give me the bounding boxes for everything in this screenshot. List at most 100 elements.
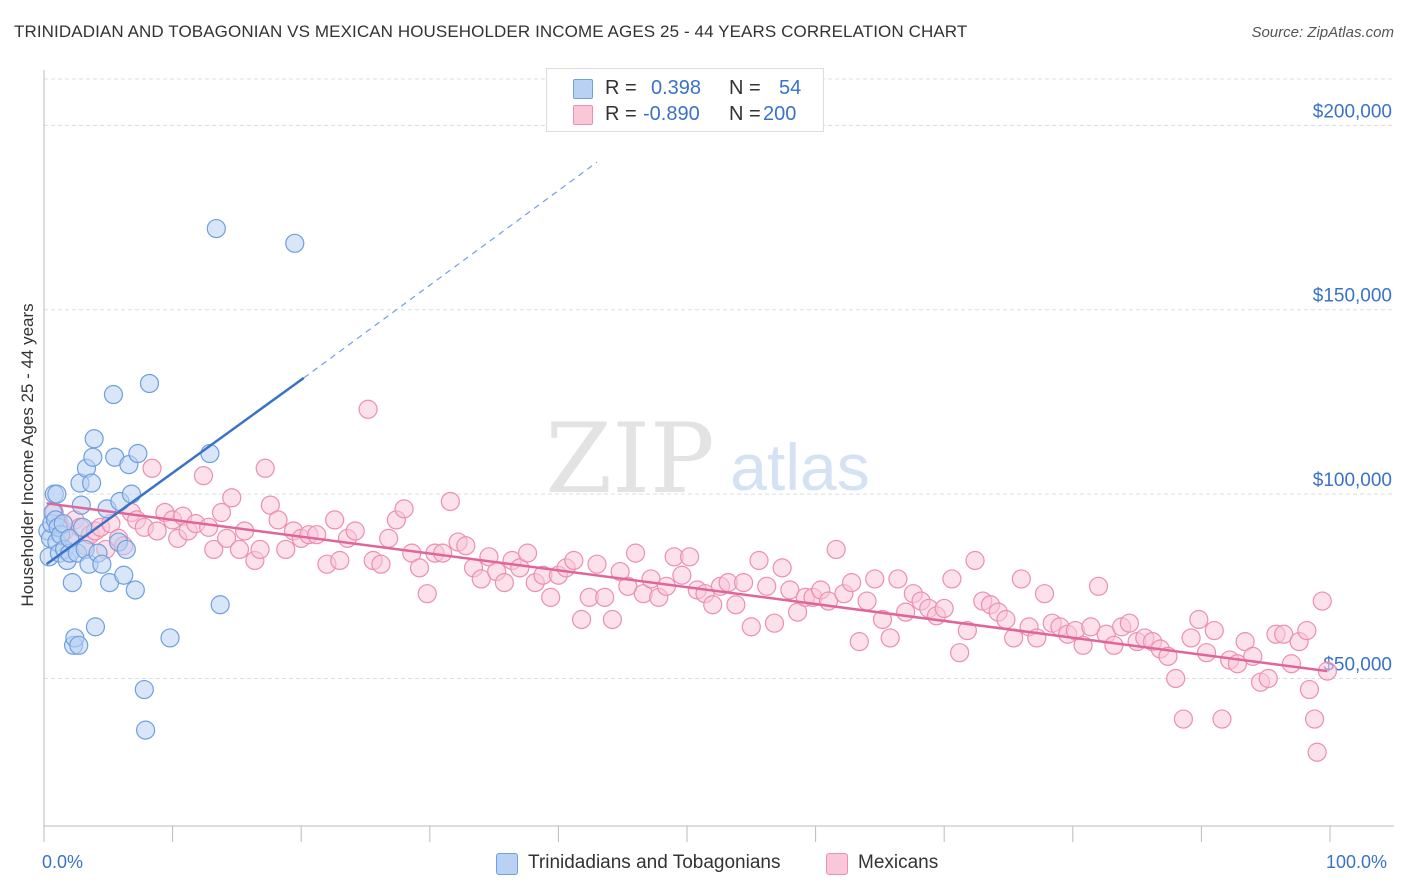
axes xyxy=(43,70,1394,842)
mexican-point xyxy=(255,458,275,478)
trinidadian-point xyxy=(84,429,104,449)
mexican-point xyxy=(1088,576,1109,596)
mexican-point xyxy=(1258,668,1278,689)
chart-title: TRINIDADIAN AND TOBAGONIAN VS MEXICAN HO… xyxy=(14,22,968,41)
trinidadian-point xyxy=(71,495,91,515)
mexican-point xyxy=(1166,668,1186,689)
mexican-point xyxy=(571,609,592,630)
mexican-point xyxy=(379,528,399,548)
mexican-point xyxy=(1312,591,1332,611)
mexican-point xyxy=(749,550,769,571)
mexican-point xyxy=(1235,632,1255,652)
trend-lines xyxy=(45,161,1328,673)
trinidadian-point xyxy=(210,595,230,615)
mexican-point xyxy=(679,547,700,567)
mexican-point xyxy=(1274,624,1294,644)
trinidadian-trend-extension xyxy=(303,161,598,379)
trinidadian-points xyxy=(38,218,305,740)
watermark: ZIP atlas xyxy=(545,403,869,515)
mexican-point xyxy=(1204,620,1224,641)
correlation-legend: R = 0.398 N = 54 R = -0.890 N = 200 xyxy=(546,68,824,132)
trinidadian-point xyxy=(285,233,305,253)
watermark-zip: ZIP xyxy=(545,403,714,515)
mexican-point xyxy=(1196,643,1217,663)
mexican-point xyxy=(204,539,224,560)
mexican-point xyxy=(618,576,638,596)
mexican-point xyxy=(1011,569,1031,589)
y-axis-label: Householder Income Ages 25 - 44 years xyxy=(18,303,37,607)
mexican-point xyxy=(222,488,242,508)
trinidadian-point xyxy=(125,580,145,600)
trinidadian-point xyxy=(81,473,102,493)
trinidadian-point xyxy=(121,484,142,504)
legend-n-label: N = xyxy=(729,103,761,125)
mexican-point xyxy=(433,543,453,563)
legend-label: Trinidadians and Tobagonians xyxy=(528,852,781,873)
mexican-point xyxy=(1281,654,1302,674)
mexican-point xyxy=(217,528,237,548)
mexican-point xyxy=(587,554,607,574)
mexican-point xyxy=(330,550,350,571)
trinidadian-point xyxy=(134,679,154,700)
mexican-point xyxy=(250,539,270,560)
mexican-point xyxy=(260,495,280,515)
trinidadian-trend-line xyxy=(45,376,305,566)
mexican-point xyxy=(849,632,869,652)
mexican-point xyxy=(1081,617,1101,637)
mexican-point xyxy=(268,510,288,530)
legend-r-value: -0.890 xyxy=(643,103,700,125)
trinidadian-point xyxy=(206,218,226,239)
mexican-point xyxy=(1181,628,1201,648)
mexican-point xyxy=(672,565,692,585)
mexican-point xyxy=(1307,742,1327,762)
trinidadian-point xyxy=(116,539,136,560)
mexican-point xyxy=(857,591,877,611)
x-tick-max: 100.0% xyxy=(1326,852,1388,872)
mexican-point xyxy=(741,617,761,637)
trinidadian-point xyxy=(103,384,124,405)
y-tick-label: $200,000 xyxy=(1313,101,1392,122)
legend-n-label: N = xyxy=(729,77,761,99)
mexican-point xyxy=(394,499,414,519)
source-label: Source: ZipAtlas.com xyxy=(1251,24,1394,41)
mexican-point xyxy=(703,595,723,615)
trinidadian-point xyxy=(114,565,134,585)
mexican-point xyxy=(764,613,785,633)
mexican-point xyxy=(934,598,954,619)
watermark-atlas: atlas xyxy=(730,430,869,504)
mexican-point xyxy=(211,502,232,523)
mexican-point xyxy=(1189,609,1209,630)
mexican-point xyxy=(564,550,584,571)
mexican-trend-line xyxy=(46,502,1328,673)
trinidadian-point xyxy=(69,635,89,655)
mexican-point xyxy=(965,550,985,571)
mexican-point xyxy=(276,539,296,560)
trinidadian-point xyxy=(135,720,156,740)
mexican-point xyxy=(996,609,1016,630)
trinidadian-point xyxy=(85,617,106,637)
trinidadian-point xyxy=(92,554,112,574)
mexican-point xyxy=(325,510,345,530)
mexican-point xyxy=(880,628,900,648)
trinidadian-point xyxy=(83,447,103,467)
mexican-point xyxy=(826,539,846,560)
legend-r-label: R = xyxy=(605,77,637,99)
y-tick-label: $100,000 xyxy=(1313,470,1392,491)
trinidadian-point xyxy=(128,443,148,464)
x-tick-min: 0.0% xyxy=(42,852,84,872)
trinidadian-point xyxy=(62,573,82,593)
legend-swatch-blue xyxy=(573,79,593,99)
mexican-point xyxy=(610,561,630,582)
mexican-point xyxy=(345,521,365,541)
legend-r-label: R = xyxy=(605,103,637,125)
legend-n-value: 54 xyxy=(779,77,802,99)
legend-label: Mexicans xyxy=(858,852,939,873)
mexican-point xyxy=(1173,709,1193,729)
trinidadian-point xyxy=(139,373,160,394)
mexican-point xyxy=(409,558,430,578)
mexican-point xyxy=(307,525,327,545)
mexican-point xyxy=(787,602,808,622)
mexican-point xyxy=(625,543,646,563)
mexican-point xyxy=(888,569,908,589)
